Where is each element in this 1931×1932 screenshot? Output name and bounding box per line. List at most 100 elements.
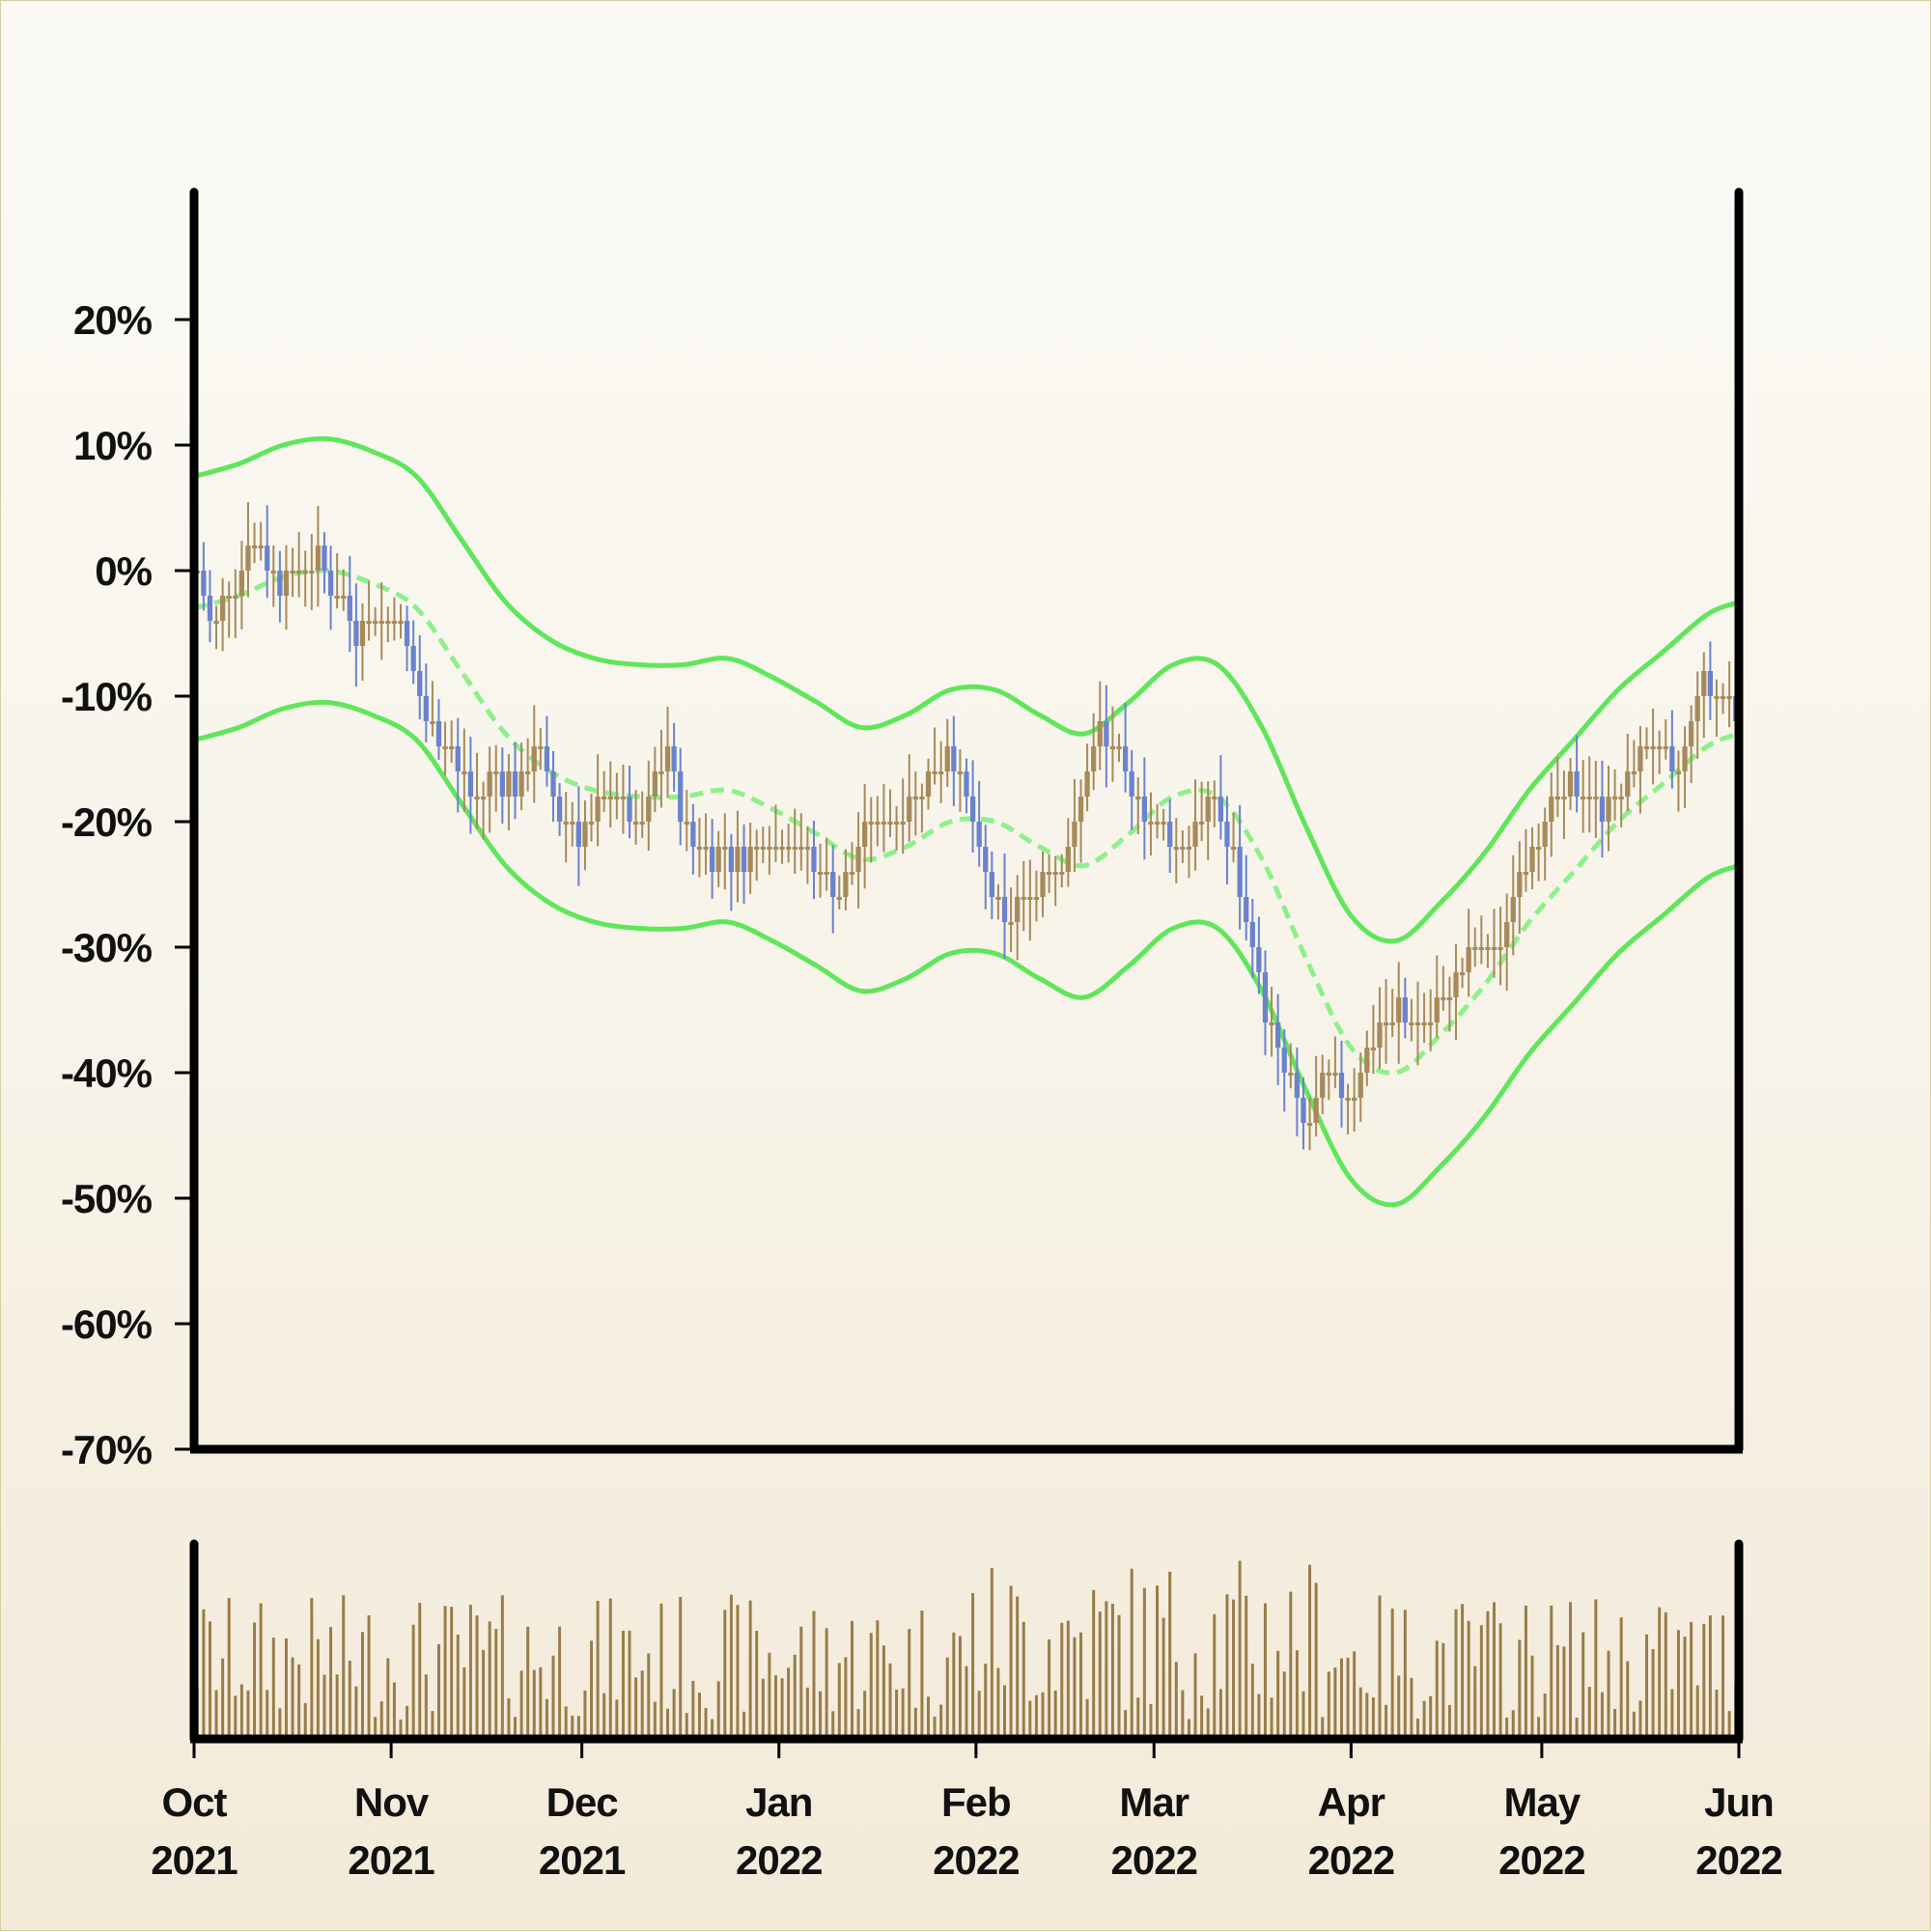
volume-bar: [246, 1690, 250, 1739]
candle-body: [1701, 671, 1707, 696]
candle-body: [849, 872, 855, 875]
volume-bar: [1385, 1704, 1388, 1739]
candle-body: [1402, 997, 1408, 1022]
x-tick-year: 2022: [1111, 1837, 1197, 1883]
y-tick-label: -50%: [61, 1176, 153, 1221]
candle-body: [1428, 1022, 1434, 1025]
candle-body: [1052, 872, 1058, 875]
candle-body: [1332, 1073, 1338, 1076]
volume-bar: [253, 1622, 257, 1739]
candle-body: [219, 596, 226, 621]
candle-body: [652, 771, 658, 797]
candle-body: [1675, 771, 1682, 774]
volume-bar: [926, 1696, 930, 1739]
volume-bar: [685, 1713, 688, 1739]
candle-body: [1389, 1022, 1395, 1025]
candle-body: [684, 822, 689, 825]
candle-body: [385, 621, 391, 624]
volume-bar: [869, 1633, 873, 1739]
candle-body: [322, 546, 327, 571]
volume-bar: [1353, 1651, 1357, 1739]
volume-bar: [507, 1698, 511, 1739]
y-tick-label: -40%: [61, 1050, 153, 1096]
candle-body: [1446, 997, 1453, 1000]
volume-bar: [1193, 1653, 1197, 1739]
volume-bar: [933, 1716, 937, 1739]
volume-bar: [602, 1693, 606, 1739]
candle-body: [620, 797, 627, 799]
candle-body: [359, 621, 366, 646]
volume-bar: [1479, 1625, 1483, 1739]
candle-body: [824, 872, 829, 875]
candle-body: [875, 822, 881, 825]
volume-bar: [1486, 1610, 1490, 1739]
candle-body: [1033, 897, 1040, 900]
candle-body: [1244, 897, 1249, 922]
y-tick-label: -30%: [61, 925, 153, 970]
volume-bar: [1658, 1607, 1662, 1739]
volume-bar: [1626, 1661, 1630, 1739]
volume-bar: [691, 1680, 695, 1739]
volume-bar: [221, 1658, 225, 1739]
candle-body: [976, 822, 982, 847]
volume-bar: [1708, 1615, 1712, 1739]
volume-bar: [1161, 1617, 1165, 1739]
lower-band-line: [194, 699, 1739, 1208]
volume-bar: [640, 1670, 644, 1739]
volume-bar: [1511, 1710, 1515, 1739]
volume-bar: [888, 1663, 892, 1739]
candle-body: [327, 571, 334, 596]
x-tick-year: 2022: [1308, 1837, 1394, 1883]
volume-bar: [431, 1711, 434, 1739]
volume-bar: [1218, 1689, 1222, 1739]
candle-body: [270, 571, 276, 574]
volume-bar: [1467, 1620, 1470, 1739]
volume-bar: [1053, 1690, 1057, 1739]
candle-body: [245, 546, 251, 571]
volume-bar: [1066, 1620, 1070, 1739]
volume-bar: [1213, 1613, 1217, 1739]
candle-body: [1549, 797, 1554, 822]
candle-body: [811, 847, 817, 872]
candle-body: [1275, 1022, 1281, 1048]
candle-body: [1535, 847, 1542, 850]
candle-body: [1497, 947, 1503, 950]
candle-body: [462, 771, 467, 774]
volume-bar: [1600, 1692, 1604, 1739]
candle-body: [201, 571, 207, 596]
volume-bar: [379, 1701, 383, 1739]
candle-body: [309, 571, 315, 574]
candle-body: [614, 797, 620, 799]
candle-body: [1104, 721, 1109, 746]
candle-body: [582, 822, 588, 847]
volume-bar: [837, 1663, 841, 1739]
volume-bar: [564, 1706, 568, 1739]
candle-body: [499, 771, 505, 797]
volume-bar: [908, 1629, 911, 1739]
candle-body: [1345, 1098, 1351, 1101]
candle-body: [664, 746, 671, 771]
candle-body: [671, 746, 677, 771]
volume-bar: [825, 1628, 828, 1739]
candle-body: [1631, 771, 1637, 774]
volume-bar: [1200, 1695, 1204, 1739]
volume-bar: [1454, 1609, 1458, 1739]
volume-bar: [494, 1629, 498, 1739]
candle-body: [932, 771, 938, 774]
volume-bar: [863, 1691, 867, 1739]
candle-body: [1077, 797, 1084, 822]
candle-body: [1529, 847, 1535, 872]
volume-bar: [284, 1638, 288, 1739]
volume-bar: [1498, 1623, 1502, 1739]
x-tick-year: 2022: [1695, 1837, 1781, 1883]
volume-bar: [901, 1688, 905, 1739]
y-tick-label: -70%: [61, 1427, 153, 1472]
candle-body: [1421, 1022, 1427, 1025]
volume-bar: [424, 1674, 428, 1739]
candle-body: [423, 696, 429, 721]
volume-bar: [386, 1658, 390, 1739]
candle-body: [1167, 822, 1173, 847]
volume-bar: [1371, 1697, 1375, 1739]
candle-body: [391, 621, 398, 624]
